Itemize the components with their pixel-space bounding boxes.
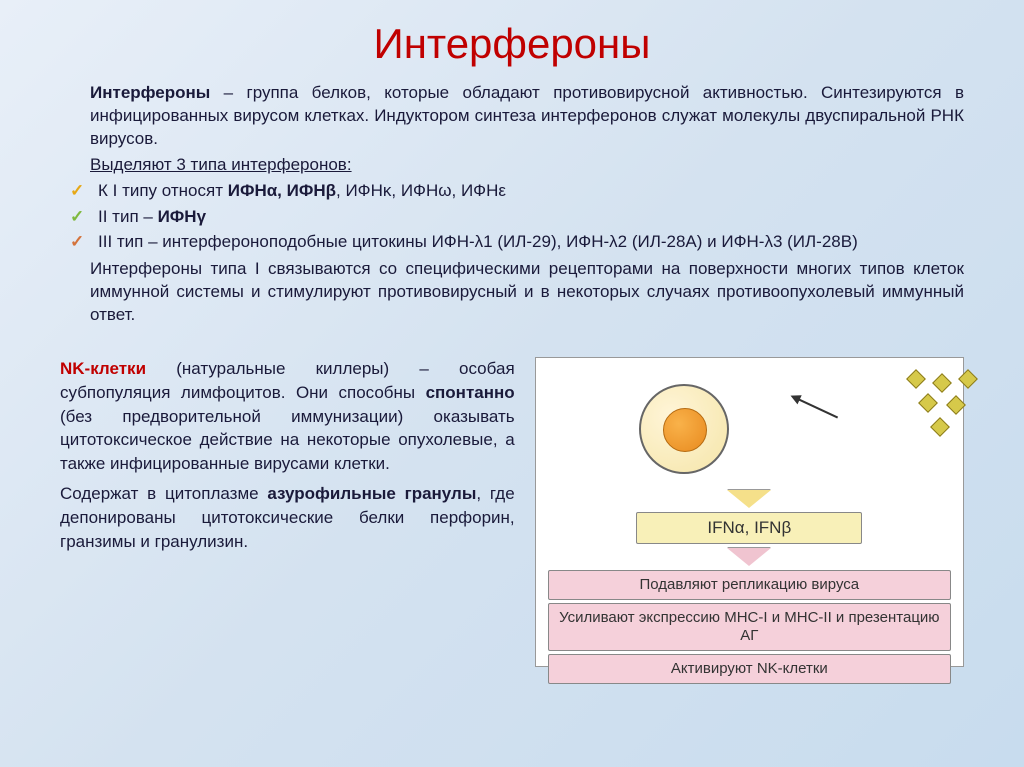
types-subheading: Выделяют 3 типа интерферонов: <box>60 155 964 175</box>
bullet-bold: ИФНα, ИФНβ <box>228 181 336 200</box>
list-item: II тип – ИФНγ <box>70 205 964 229</box>
virus-icon <box>945 394 967 416</box>
bullet-prefix: К I типу относят <box>98 181 228 200</box>
bullet-bold: ИФНγ <box>158 207 206 226</box>
bullet-prefix: II тип – <box>98 207 158 226</box>
ifn-diagram: IFNα, IFNβ Подавляют репликацию вируса У… <box>535 357 964 667</box>
nk-text-block: NK-клетки (натуральные киллеры) – особая… <box>60 357 515 667</box>
infection-arrow-icon <box>792 396 838 419</box>
effect-box: Усиливают экспрессию MHC-I и MHC-II и пр… <box>548 603 951 651</box>
list-item: III тип – интерфероноподобные цитокины И… <box>70 230 964 254</box>
ifn-alpha-label: IFNα, <box>707 518 754 537</box>
nk-p2a: Содержат в цитоплазме <box>60 484 267 503</box>
down-arrow-icon <box>727 548 771 566</box>
ifn-label-box: IFNα, IFNβ <box>636 512 862 544</box>
nucleus-icon <box>663 408 707 452</box>
type1-paragraph: Интерфероны типа I связываются со специф… <box>60 258 964 327</box>
definition-body: – группа белков, которые обладают против… <box>90 83 964 148</box>
definition-paragraph: Интерфероны – группа белков, которые обл… <box>60 82 964 151</box>
virus-icon <box>957 368 979 390</box>
nk-spontaneous: спонтанно <box>426 383 515 402</box>
virus-icon <box>929 416 951 438</box>
bullet-rest: , ИФНκ, ИФНω, ИФНε <box>336 181 506 200</box>
effect-box: Подавляют репликацию вируса <box>548 570 951 600</box>
nk-granules: азурофильные гранулы <box>267 484 476 503</box>
nk-p1b: (без предворительной иммунизации) оказыв… <box>60 407 515 474</box>
virus-icon <box>905 368 927 390</box>
virus-icon <box>917 392 939 414</box>
bullet-prefix: III тип – интерфероноподобные цитокины И… <box>98 232 858 251</box>
lower-section: NK-клетки (натуральные киллеры) – особая… <box>60 357 964 667</box>
page-title: Интерфероны <box>60 20 964 68</box>
nk-term: NK-клетки <box>60 359 146 378</box>
cell-icon <box>639 384 729 474</box>
virus-icon <box>931 372 953 394</box>
list-item: К I типу относят ИФНα, ИФНβ, ИФНκ, ИФНω,… <box>70 179 964 203</box>
cell-area <box>544 366 955 486</box>
definition-term: Интерфероны <box>90 83 210 102</box>
down-arrow-icon <box>727 490 771 508</box>
effect-box: Активируют NK-клетки <box>548 654 951 684</box>
types-list: К I типу относят ИФНα, ИФНβ, ИФНκ, ИФНω,… <box>60 179 964 254</box>
ifn-beta-label: IFNβ <box>754 518 791 537</box>
